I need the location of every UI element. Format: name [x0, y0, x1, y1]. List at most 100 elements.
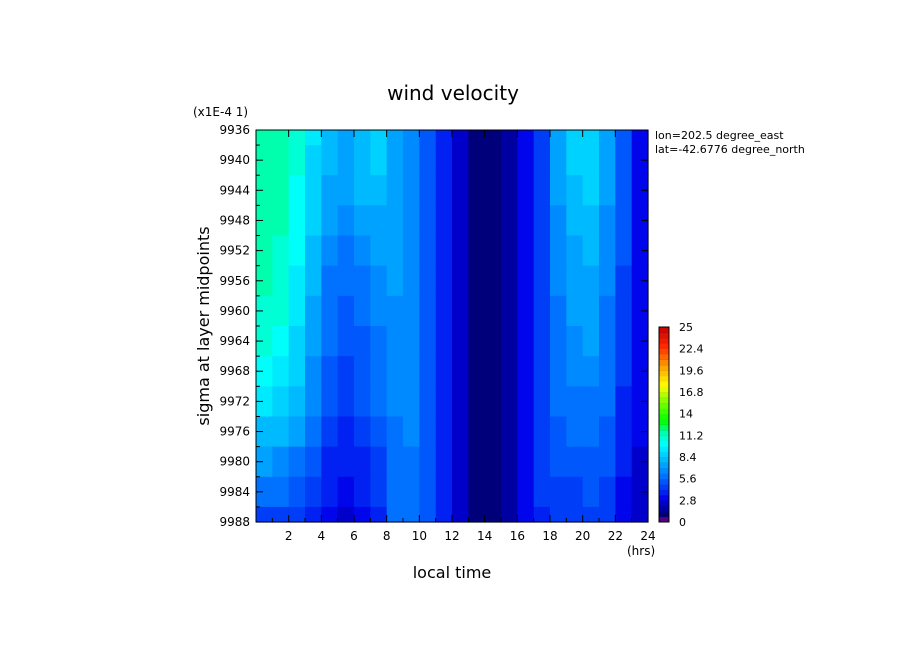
- heatmap-cell: [321, 356, 339, 387]
- heatmap-cell: [354, 506, 371, 523]
- heatmap-cell: [615, 235, 633, 267]
- heatmap-cell: [435, 235, 453, 267]
- heatmap-cell: [550, 386, 567, 418]
- heatmap-cell: [305, 386, 322, 418]
- heatmap-cell: [452, 356, 469, 387]
- heatmap-cell: [615, 386, 633, 418]
- y-tick-label: 9976: [219, 425, 250, 439]
- heatmap-cell: [370, 326, 388, 357]
- heatmap-cell: [566, 295, 584, 327]
- heatmap-cell: [501, 356, 518, 387]
- colorbar-tick-label: 22.4: [679, 343, 704, 356]
- heatmap-cell: [435, 356, 453, 387]
- heatmap-cell: [533, 356, 551, 387]
- heatmap-cell: [631, 205, 649, 237]
- heatmap-cell: [419, 326, 437, 357]
- heatmap-cell: [550, 476, 567, 508]
- heatmap-cell: [599, 416, 616, 448]
- colorbar-tick-label: 0: [679, 516, 686, 529]
- heatmap-cell: [550, 356, 567, 387]
- colorbar-swatch: [659, 457, 669, 463]
- heatmap-cell: [599, 175, 616, 206]
- colorbar: [658, 326, 670, 523]
- heatmap-cell: [272, 130, 290, 146]
- heatmap-cell: [615, 130, 633, 146]
- heatmap-cell: [566, 386, 584, 418]
- colorbar-swatch: [659, 359, 669, 366]
- colorbar-swatch: [659, 424, 669, 431]
- heatmap-cell: [599, 326, 616, 357]
- heatmap-cell: [354, 295, 371, 327]
- heatmap-cell: [615, 175, 633, 206]
- heatmap-cell: [517, 205, 535, 237]
- colorbar-frame: [658, 326, 670, 523]
- heatmap-cell: [501, 145, 518, 176]
- heatmap-cell: [354, 446, 371, 478]
- heatmap-cell: [550, 205, 567, 237]
- heatmap-cell: [403, 356, 420, 387]
- heatmap-cell: [517, 506, 535, 523]
- heatmap-cell: [517, 416, 535, 448]
- heatmap-cell: [386, 205, 404, 237]
- heatmap-cell: [288, 295, 306, 327]
- heatmap-cell: [272, 476, 290, 508]
- heatmap-cell: [631, 386, 649, 418]
- heatmap-cell: [582, 205, 600, 237]
- heatmap-cell: [288, 265, 306, 297]
- heatmap-cell: [419, 235, 437, 267]
- heatmap-cell: [305, 205, 322, 237]
- heatmap-cell: [435, 476, 453, 508]
- x-tick-label: 22: [608, 529, 623, 543]
- colorbar-swatch: [659, 381, 669, 387]
- heatmap-cell: [370, 295, 388, 327]
- heatmap-cell: [272, 295, 290, 327]
- colorbar-swatch: [659, 467, 669, 474]
- heatmap-cell: [452, 446, 469, 478]
- x-tick-label: 2: [285, 529, 293, 543]
- y-tick-label: 9980: [219, 455, 250, 469]
- heatmap-cell: [321, 416, 339, 448]
- heatmap-cell: [256, 386, 273, 418]
- heatmap-cell: [582, 130, 600, 146]
- colorbar-swatch: [659, 419, 669, 425]
- y-tick-label: 9940: [219, 153, 250, 167]
- heatmap-cell: [468, 446, 486, 478]
- y-axis-label: sigma at layer midpoints: [194, 226, 213, 425]
- colorbar-swatch: [659, 364, 669, 371]
- x-axis: 2 4 6 8 10 12 14 16 18 20 22 24: [271, 130, 656, 543]
- colorbar-swatch: [659, 478, 669, 485]
- heatmap-cell: [386, 386, 404, 418]
- heatmap-cell: [566, 235, 584, 267]
- heatmap-cell: [435, 506, 453, 523]
- heatmap-cell: [321, 446, 339, 478]
- heatmap-cell: [484, 506, 502, 523]
- heatmap-cell: [566, 326, 584, 357]
- heatmap-cell: [403, 145, 420, 176]
- heatmap-cell: [631, 265, 649, 297]
- heatmap-cell: [337, 386, 355, 418]
- heatmap-cell: [305, 145, 322, 176]
- heatmap-cell: [419, 295, 437, 327]
- x-tick-label: 6: [350, 529, 358, 543]
- heatmap-cell: [354, 145, 371, 176]
- heatmap-cell: [370, 145, 388, 176]
- heatmap-cell: [550, 446, 567, 478]
- heatmap-cell: [468, 130, 486, 146]
- heatmap-cell: [288, 386, 306, 418]
- heatmap-cell: [272, 175, 290, 206]
- y-tick-label: 9968: [219, 364, 250, 378]
- y-scale-label: (x1E-4 1): [193, 105, 248, 119]
- heatmap-cell: [354, 130, 371, 146]
- heatmap-cell: [501, 175, 518, 206]
- heatmap-cell: [321, 175, 339, 206]
- y-tick-label: 9964: [219, 334, 250, 348]
- y-tick-label: 9948: [219, 213, 250, 227]
- heatmap-cell: [452, 416, 469, 448]
- heatmap-cell: [419, 205, 437, 237]
- colorbar-swatch: [659, 494, 669, 501]
- colorbar-swatch: [659, 511, 669, 517]
- heatmap-cell: [533, 386, 551, 418]
- heatmap-cell: [337, 145, 355, 176]
- heatmap-cell: [452, 145, 469, 176]
